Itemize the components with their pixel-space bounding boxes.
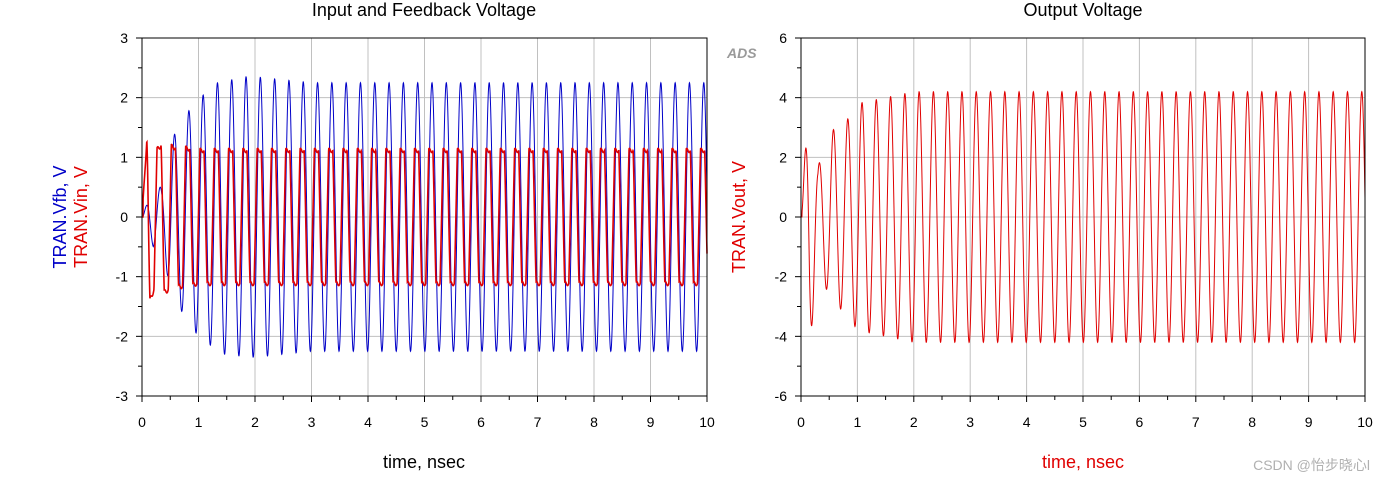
right-ytick-label: -2 xyxy=(775,269,788,285)
left-xtick-label: 2 xyxy=(251,414,259,430)
left-ytick-label: 1 xyxy=(120,149,128,165)
chart-right-series xyxy=(801,90,1366,344)
chart-left-ylabel-vfb: TRAN.Vfb, V xyxy=(50,165,70,268)
left-xtick-label: 8 xyxy=(590,414,598,430)
left-xtick-label: 0 xyxy=(138,414,146,430)
right-xtick-label: 10 xyxy=(1357,414,1373,430)
right-ytick-label: 4 xyxy=(779,90,787,106)
right-xtick-label: 4 xyxy=(1023,414,1031,430)
right-xtick-label: 0 xyxy=(797,414,805,430)
right-xtick-label: 9 xyxy=(1305,414,1313,430)
left-ytick-label: -3 xyxy=(116,388,129,404)
right-ytick-label: -6 xyxy=(775,388,788,404)
ads-badge: ADS xyxy=(726,45,757,61)
right-xtick-label: 6 xyxy=(1136,414,1144,430)
chart-right-xlabel: time, nsec xyxy=(1042,452,1124,472)
right-ytick-label: 2 xyxy=(779,149,787,165)
chart-right-title: Output Voltage xyxy=(1023,0,1142,20)
left-xtick-label: 4 xyxy=(364,414,372,430)
left-ytick-label: 3 xyxy=(120,30,128,46)
right-xtick-label: 3 xyxy=(966,414,974,430)
chart-left-xlabel: time, nsec xyxy=(383,452,465,472)
chart-right: Output Voltage 0 1 2 3 4 5 6 7 8 9 10 6 4 2 0 -2 -4 -6 ti… xyxy=(729,0,1373,472)
chart-left: Input and Feedback Voltage 0 1 2 3 4 5 6 7 8 9 103… xyxy=(50,0,715,472)
left-ytick-label: -1 xyxy=(116,269,129,285)
left-xtick-label: 10 xyxy=(699,414,715,430)
left-xtick-label: 9 xyxy=(647,414,655,430)
right-xtick-label: 7 xyxy=(1192,414,1200,430)
chart-right-ticks: 0 1 2 3 4 5 6 7 8 9 10 6 4 2 0 -2 -4 -6 xyxy=(775,30,1373,430)
chart-left-title: Input and Feedback Voltage xyxy=(312,0,536,20)
chart-right-ylabel-vout: TRAN.Vout, V xyxy=(729,161,749,273)
right-xtick-label: 2 xyxy=(910,414,918,430)
chart-left-series xyxy=(142,76,708,358)
left-ytick-label: 0 xyxy=(120,209,128,225)
right-ytick-label: -4 xyxy=(775,328,788,344)
left-xtick-label: 1 xyxy=(195,414,203,430)
right-xtick-label: 8 xyxy=(1248,414,1256,430)
series-tran-vout xyxy=(801,90,1366,344)
watermark: CSDN @怡步晓心l xyxy=(1253,457,1370,473)
right-ytick-label: 0 xyxy=(779,209,787,225)
left-xtick-label: 7 xyxy=(534,414,542,430)
right-xtick-label: 5 xyxy=(1079,414,1087,430)
series-tran-vfb xyxy=(142,76,708,358)
left-ytick-label: 2 xyxy=(120,90,128,106)
left-ytick-label: -2 xyxy=(116,328,129,344)
series-tran-vin xyxy=(142,139,708,299)
left-xtick-label: 5 xyxy=(421,414,429,430)
right-ytick-label: 6 xyxy=(779,30,787,46)
right-xtick-label: 1 xyxy=(854,414,862,430)
left-xtick-label: 3 xyxy=(308,414,316,430)
chart-left-ylabel-vin: TRAN.Vin, V xyxy=(71,166,91,268)
left-xtick-label: 6 xyxy=(477,414,485,430)
